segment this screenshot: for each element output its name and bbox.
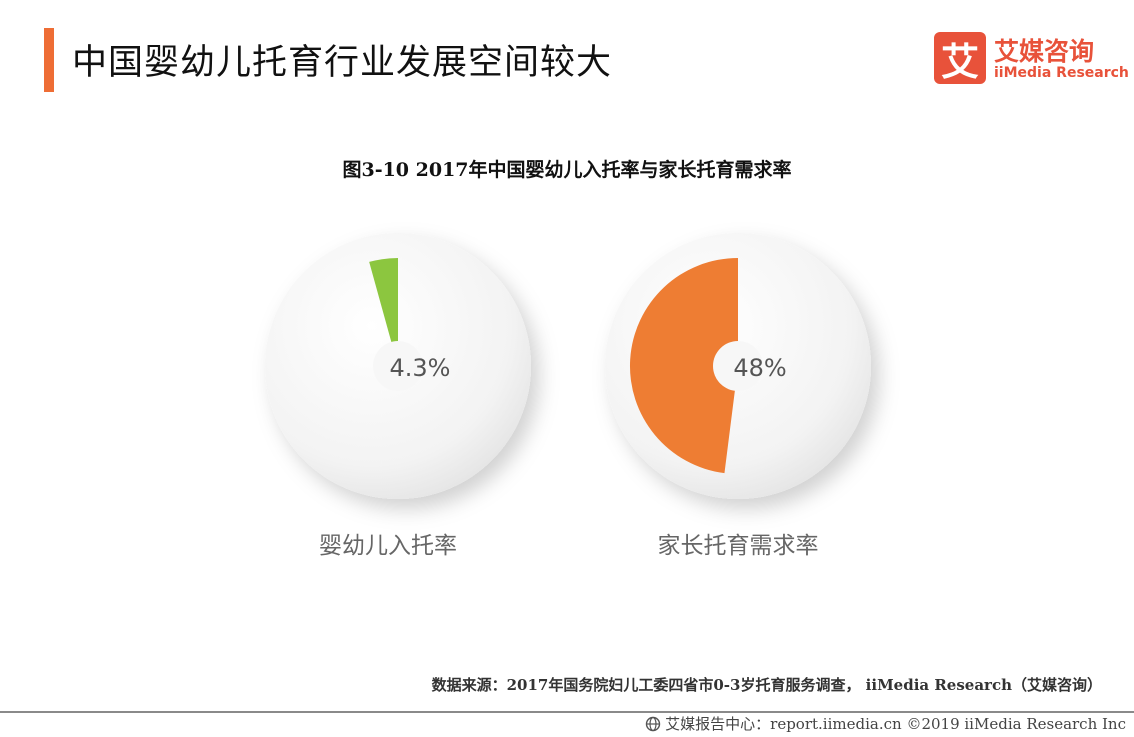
- data-source: 数据来源：2017年国务院妇儿工委四省市0-3岁托育服务调查， iiMedia …: [431, 676, 1102, 694]
- logo-name-cn: 艾媒咨询: [994, 37, 1095, 66]
- brand-logo: 艾 艾媒咨询 iiMedia Research: [934, 30, 1129, 86]
- pie-charts: 4.3% 婴幼儿入托率 48% 家长托育需求率: [265, 233, 871, 559]
- pie-category-label: 婴幼儿入托率: [319, 533, 457, 559]
- footer-text: 艾媒报告中心：report.iimedia.cn ©2019 iiMedia R…: [665, 715, 1126, 733]
- logo-mark-icon: 艾: [934, 32, 986, 84]
- title-accent-bar: [44, 28, 54, 92]
- pie-center-hole: [713, 341, 763, 391]
- page-title: 中国婴幼儿托育行业发展空间较大: [72, 43, 613, 83]
- logo-name-en: iiMedia Research: [994, 65, 1129, 81]
- pie-slice: [629, 258, 738, 474]
- pie-center-hole: [373, 341, 423, 391]
- pie-value-label: 4.3%: [390, 354, 451, 382]
- pie-slice: [369, 258, 398, 366]
- pie-category-label: 家长托育需求率: [658, 533, 819, 559]
- globe-icon: [645, 716, 661, 731]
- pie-chart-1: 4.3% 婴幼儿入托率: [265, 233, 531, 559]
- chart-title: 图3-10 2017年中国婴幼儿入托率与家长托育需求率: [342, 159, 792, 181]
- pie-chart-2: 48% 家长托育需求率: [605, 233, 871, 559]
- footer: 艾媒报告中心：report.iimedia.cn ©2019 iiMedia R…: [645, 713, 1126, 734]
- pie-value-label: 48%: [733, 354, 786, 382]
- footer-divider: [0, 711, 1134, 713]
